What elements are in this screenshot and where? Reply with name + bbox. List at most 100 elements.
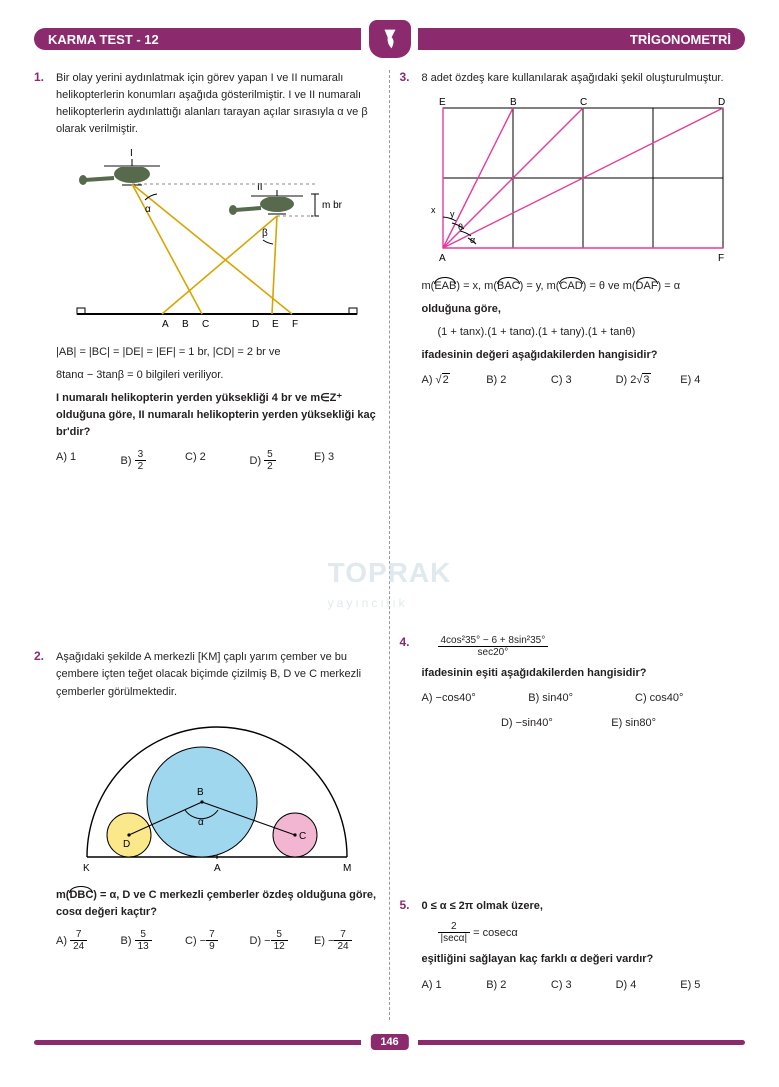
- q5-opt-a: A) 1: [422, 977, 487, 994]
- q4-opt-e: E) sin80°: [583, 715, 690, 732]
- page-number: 146: [370, 1034, 408, 1050]
- q1-opt-b: B) 32: [121, 449, 186, 473]
- svg-text:I: I: [130, 148, 133, 159]
- header-right: TRİGONOMETRİ: [418, 28, 745, 50]
- q1-opt-e: E) 3: [314, 449, 379, 473]
- svg-text:x: x: [431, 205, 436, 215]
- q5-options: A) 1 B) 2 C) 3 D) 4 E) 5: [422, 977, 746, 994]
- q3-opt-b: B) 2: [486, 372, 551, 389]
- q5-expression: 2|secα| = cosecα: [438, 921, 746, 945]
- svg-text:M: M: [343, 863, 351, 874]
- svg-text:B: B: [197, 787, 204, 798]
- question-3: 3. 8 adet özdeş kare kullanılarak aşağıd…: [400, 70, 746, 389]
- q2-opt-b: B) 513: [121, 929, 186, 953]
- q4-text1: ifadesinin eşiti aşağıdakilerden hangisi…: [422, 665, 746, 682]
- svg-text:β: β: [262, 228, 268, 239]
- q3-options: A) √2 B) 2 C) 3 D) 2√3 E) 4: [422, 372, 746, 389]
- question-2: 2. Aşağıdaki şekilde A merkezli [KM] çap…: [34, 649, 379, 952]
- q5-text2: eşitliğini sağlayan kaç farklı α değeri …: [422, 951, 746, 968]
- q5-number: 5.: [400, 898, 422, 912]
- svg-text:C: C: [299, 831, 306, 842]
- q4-options-row1: A) −cos40° B) sin40° C) cos40°: [422, 690, 746, 707]
- footer-bar-right: [418, 1040, 745, 1045]
- q2-opt-d: D) −512: [250, 929, 315, 953]
- q2-diagram: α B D C K A M: [67, 707, 367, 877]
- header-left-title: KARMA TEST - 12: [48, 32, 159, 47]
- q5-opt-b: B) 2: [486, 977, 551, 994]
- page-header: KARMA TEST - 12 TRİGONOMETRİ: [34, 24, 745, 50]
- svg-text:E: E: [272, 319, 279, 330]
- svg-text:A: A: [439, 253, 446, 264]
- q3-opt-e: E) 4: [680, 372, 745, 389]
- q2-number: 2.: [34, 649, 56, 663]
- footer-bar-left: [34, 1040, 361, 1045]
- q3-number: 3.: [400, 70, 422, 84]
- svg-text:C: C: [202, 319, 209, 330]
- question-4: 4. 4cos²35° − 6 + 8sin²35°sec20° ifadesi…: [400, 635, 746, 732]
- q5-body: 0 ≤ α ≤ 2π olmak üzere, 2|secα| = cosecα…: [422, 898, 746, 993]
- q4-opt-c: C) cos40°: [635, 690, 742, 707]
- q3-text4: (1 + tanx).(1 + tanα).(1 + tany).(1 + ta…: [438, 324, 746, 341]
- svg-text:F: F: [718, 253, 724, 264]
- header-left: KARMA TEST - 12: [34, 28, 361, 50]
- q3-text3: olduğuna göre,: [422, 301, 746, 318]
- page-footer: 146: [34, 1034, 745, 1052]
- left-column: 1. Bir olay yerini aydınlatmak için göre…: [34, 70, 390, 1020]
- content-columns: 1. Bir olay yerini aydınlatmak için göre…: [34, 70, 745, 1020]
- svg-text:C: C: [580, 97, 587, 108]
- question-1: 1. Bir olay yerini aydınlatmak için göre…: [34, 70, 379, 473]
- q1-text2: |AB| = |BC| = |DE| = |EF| = 1 br, |CD| =…: [56, 344, 379, 361]
- q4-opt-a: A) −cos40°: [422, 690, 529, 707]
- q2-body: Aşağıdaki şekilde A merkezli [KM] çaplı …: [56, 649, 379, 952]
- q2-opt-e: E) −724: [314, 929, 379, 953]
- q1-diagram: A B C D E F I: [67, 144, 367, 334]
- logo-icon: [382, 28, 398, 50]
- q2-options: A) 724 B) 513 C) −79 D) −512 E) −724: [56, 929, 379, 953]
- q4-opt-d: D) −sin40°: [477, 715, 584, 732]
- q1-text1: Bir olay yerini aydınlatmak için görev y…: [56, 70, 379, 138]
- q3-diagram: x y θ α E B C D A F: [428, 93, 738, 268]
- q3-text1: 8 adet özdeş kare kullanılarak aşağıdaki…: [422, 70, 746, 87]
- svg-text:D: D: [123, 839, 130, 850]
- q1-text3: 8tanα − 3tanβ = 0 bilgileri veriliyor.: [56, 367, 379, 384]
- svg-text:D: D: [718, 97, 725, 108]
- q1-body: Bir olay yerini aydınlatmak için görev y…: [56, 70, 379, 473]
- q1-opt-c: C) 2: [185, 449, 250, 473]
- helicopter-1-icon: [79, 159, 160, 185]
- q4-opt-b: B) sin40°: [528, 690, 635, 707]
- q3-body: 8 adet özdeş kare kullanılarak aşağıdaki…: [422, 70, 746, 389]
- q5-opt-d: D) 4: [616, 977, 681, 994]
- right-column: 3. 8 adet özdeş kare kullanılarak aşağıd…: [390, 70, 746, 1020]
- q1-number: 1.: [34, 70, 56, 84]
- q1-opt-a: A) 1: [56, 449, 121, 473]
- q4-body: 4cos²35° − 6 + 8sin²35°sec20° ifadesinin…: [422, 635, 746, 732]
- q3-text5: ifadesinin değeri aşağıdakilerden hangis…: [422, 347, 746, 364]
- svg-text:y: y: [450, 209, 455, 219]
- svg-text:B: B: [182, 319, 189, 330]
- svg-text:D: D: [252, 319, 259, 330]
- q1-options: A) 1 B) 32 C) 2 D) 52 E) 3: [56, 449, 379, 473]
- helicopter-2-icon: [229, 190, 303, 215]
- q1-opt-d: D) 52: [250, 449, 315, 473]
- q4-number: 4.: [400, 635, 422, 649]
- q2-opt-c: C) −79: [185, 929, 250, 953]
- q4-options-row2: D) −sin40° E) sin80°: [422, 715, 746, 732]
- svg-text:α: α: [470, 235, 475, 245]
- svg-text:E: E: [439, 97, 446, 108]
- q4-expression: 4cos²35° − 6 + 8sin²35°sec20°: [438, 635, 746, 659]
- q3-opt-c: C) 3: [551, 372, 616, 389]
- svg-text:A: A: [162, 319, 169, 330]
- svg-text:α: α: [145, 204, 151, 215]
- q1-text4: I numaralı helikopterin yerden yüksekliğ…: [56, 390, 379, 441]
- svg-text:F: F: [292, 319, 298, 330]
- q3-text2: m(EAB) = x, m(BAC) = y, m(CAD) = θ ve m(…: [422, 278, 746, 295]
- q5-opt-c: C) 3: [551, 977, 616, 994]
- q5-text1: 0 ≤ α ≤ 2π olmak üzere,: [422, 898, 746, 915]
- svg-text:α: α: [198, 817, 204, 828]
- q5-opt-e: E) 5: [680, 977, 745, 994]
- svg-text:B: B: [510, 97, 517, 108]
- svg-text:K: K: [83, 863, 90, 874]
- q3-opt-a: A) √2: [422, 372, 487, 389]
- header-right-title: TRİGONOMETRİ: [630, 32, 731, 47]
- svg-text:A: A: [214, 863, 221, 874]
